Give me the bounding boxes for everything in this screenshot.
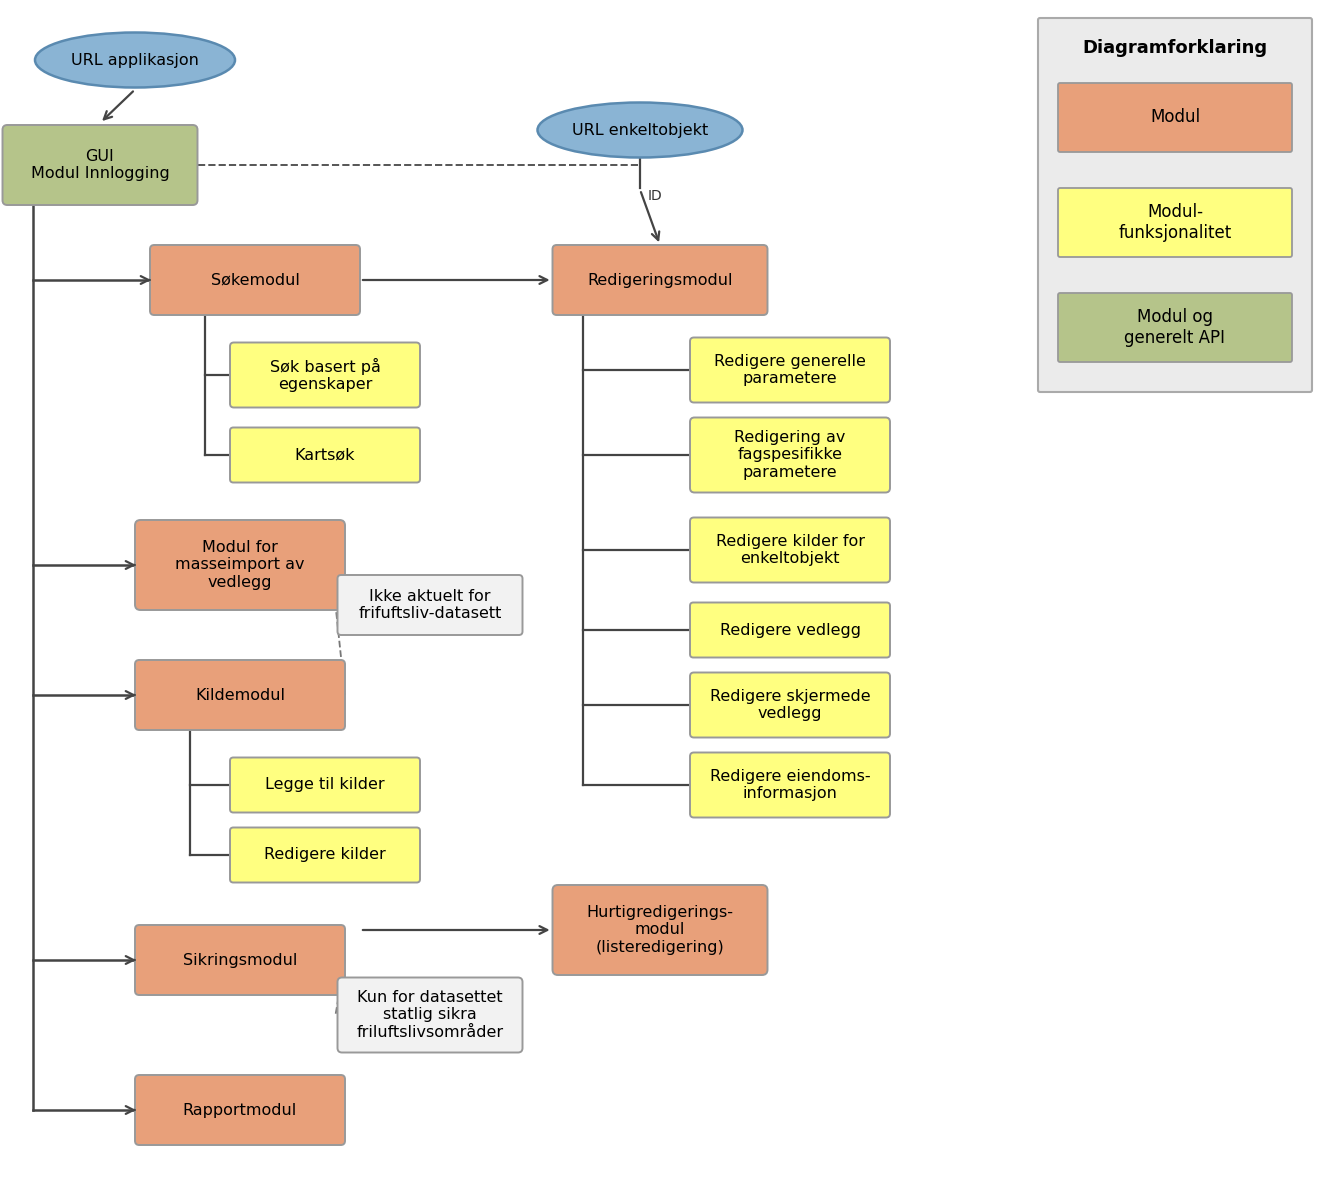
Text: Redigeringsmodul: Redigeringsmodul	[587, 273, 733, 287]
Text: Sikringsmodul: Sikringsmodul	[183, 952, 297, 968]
Text: Redigere kilder for
enkeltobjekt: Redigere kilder for enkeltobjekt	[716, 534, 864, 566]
FancyBboxPatch shape	[230, 827, 420, 882]
FancyBboxPatch shape	[1058, 293, 1293, 362]
Text: Søkemodul: Søkemodul	[210, 273, 300, 287]
FancyBboxPatch shape	[135, 660, 345, 730]
FancyBboxPatch shape	[690, 752, 890, 817]
FancyBboxPatch shape	[230, 343, 420, 407]
FancyBboxPatch shape	[1058, 83, 1293, 151]
FancyBboxPatch shape	[690, 518, 890, 583]
Text: Redigering av
fagspesifikke
parametere: Redigering av fagspesifikke parametere	[735, 430, 846, 480]
Text: Hurtigredigerings-
modul
(listeredigering): Hurtigredigerings- modul (listeredigerin…	[586, 905, 733, 954]
FancyBboxPatch shape	[230, 757, 420, 813]
Text: GUI
Modul Innlogging: GUI Modul Innlogging	[31, 149, 170, 182]
FancyBboxPatch shape	[553, 885, 768, 975]
Text: Modul: Modul	[1149, 108, 1200, 126]
FancyBboxPatch shape	[690, 417, 890, 493]
Text: Ikke aktuelt for
frifuftsliv-datasett: Ikke aktuelt for frifuftsliv-datasett	[359, 589, 502, 621]
Text: Redigere kilder: Redigere kilder	[264, 847, 385, 863]
FancyBboxPatch shape	[135, 926, 345, 995]
FancyBboxPatch shape	[3, 125, 198, 206]
Text: Redigere vedlegg: Redigere vedlegg	[720, 623, 860, 637]
Text: Kartsøk: Kartsøk	[294, 447, 356, 463]
FancyBboxPatch shape	[553, 245, 768, 315]
FancyBboxPatch shape	[135, 520, 345, 609]
FancyBboxPatch shape	[1058, 188, 1293, 257]
Text: Kun for datasettet
statlig sikra
friluftslivsområder: Kun for datasettet statlig sikra friluft…	[356, 990, 503, 1040]
FancyBboxPatch shape	[337, 575, 523, 635]
Text: Modul og
generelt API: Modul og generelt API	[1124, 308, 1226, 347]
FancyBboxPatch shape	[1038, 18, 1313, 392]
Text: Rapportmodul: Rapportmodul	[183, 1102, 297, 1118]
FancyBboxPatch shape	[230, 428, 420, 482]
FancyBboxPatch shape	[690, 602, 890, 657]
Text: Legge til kilder: Legge til kilder	[265, 778, 385, 792]
FancyBboxPatch shape	[690, 672, 890, 738]
Text: Redigere skjermede
vedlegg: Redigere skjermede vedlegg	[709, 689, 870, 721]
FancyBboxPatch shape	[135, 1075, 345, 1146]
Text: Modul for
masseimport av
vedlegg: Modul for masseimport av vedlegg	[175, 540, 305, 590]
Text: Kildemodul: Kildemodul	[195, 688, 285, 702]
Text: Redigere eiendoms-
informasjon: Redigere eiendoms- informasjon	[709, 769, 870, 802]
Text: URL applikasjon: URL applikasjon	[71, 53, 199, 67]
Ellipse shape	[35, 32, 235, 88]
Text: Redigere generelle
parametere: Redigere generelle parametere	[714, 353, 866, 386]
Text: Diagramforklaring: Diagramforklaring	[1082, 38, 1267, 56]
FancyBboxPatch shape	[337, 977, 523, 1053]
Text: Søk basert på
egenskaper: Søk basert på egenskaper	[269, 358, 380, 392]
FancyBboxPatch shape	[150, 245, 360, 315]
Text: URL enkeltobjekt: URL enkeltobjekt	[571, 123, 708, 137]
Ellipse shape	[538, 102, 743, 157]
Text: Modul-
funksjonalitet: Modul- funksjonalitet	[1119, 203, 1231, 242]
FancyBboxPatch shape	[690, 338, 890, 403]
Text: ID: ID	[648, 190, 662, 203]
